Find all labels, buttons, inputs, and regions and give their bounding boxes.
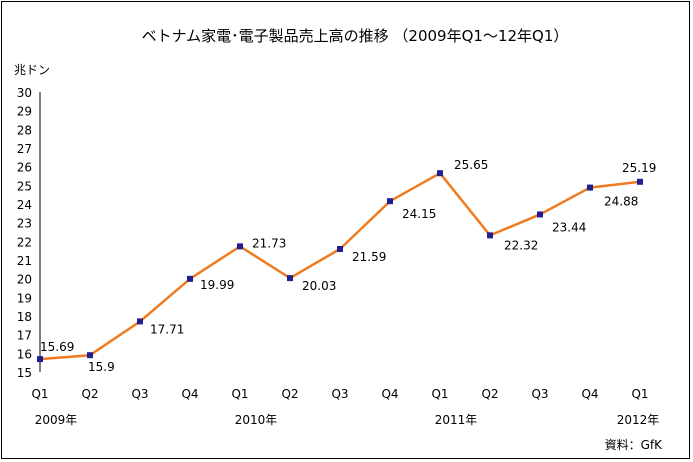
x-tick-label: Q4: [581, 387, 598, 401]
data-label: 22.32: [504, 238, 538, 252]
y-tick-label: 20: [17, 273, 32, 287]
x-tick-label: Q1: [31, 387, 48, 401]
data-point-marker: [537, 211, 543, 218]
data-point-marker: [637, 178, 643, 185]
x-tick-label: Q4: [181, 387, 198, 401]
y-tick-label: 21: [17, 254, 32, 268]
x-tick-label: Q3: [531, 387, 548, 401]
source-note: 資料：GfK: [605, 438, 664, 452]
year-label: 2012年: [617, 413, 660, 427]
x-tick-labels: Q1 Q2 Q3 Q4 Q1 Q2 Q3 Q4 Q1 Q2 Q3 Q4 Q1: [31, 387, 648, 401]
y-tick-labels: 15 16 17 18 19 20 21 22 23 24 25 26 27 28 29 30: [17, 86, 32, 380]
y-tick-label: 28: [17, 123, 32, 137]
y-tick-label: 25: [17, 179, 32, 193]
x-tick-label: Q1: [231, 387, 248, 401]
y-tick-label: 19: [17, 291, 32, 305]
data-point-marker: [337, 245, 343, 252]
data-label: 24.88: [604, 195, 638, 209]
data-label: 24.15: [402, 207, 436, 221]
x-tick-label: Q3: [131, 387, 148, 401]
data-point-marker: [187, 275, 193, 282]
x-tick-label: Q2: [81, 387, 98, 401]
x-tick-label: Q2: [281, 387, 298, 401]
data-point-marker: [37, 356, 43, 363]
data-point-marker: [387, 198, 393, 205]
data-label: 25.65: [454, 158, 488, 172]
year-label: 2010年: [235, 413, 278, 427]
y-tick-label: 16: [17, 347, 32, 361]
data-label: 21.73: [252, 236, 286, 250]
data-label: 15.69: [40, 340, 74, 354]
year-label: 2011年: [435, 413, 478, 427]
y-tick-label: 17: [17, 329, 32, 343]
data-label: 19.99: [200, 278, 234, 292]
x-tick-label: Q2: [481, 387, 498, 401]
y-tick-label: 22: [17, 235, 32, 249]
series-line: [39, 171, 641, 361]
data-label: 15.9: [88, 360, 115, 374]
y-tick-label: 23: [17, 217, 32, 231]
x-tick-label: Q1: [431, 387, 448, 401]
data-point-marker: [437, 170, 443, 177]
y-tick-label: 27: [17, 142, 32, 156]
data-point-marker: [137, 318, 143, 325]
data-point-marker: [587, 184, 593, 191]
y-tick-label: 30: [17, 86, 32, 100]
data-label: 17.71: [150, 322, 184, 336]
y-tick-label: 29: [17, 105, 32, 119]
year-labels: 2009年 2010年 2011年 2012年: [35, 413, 660, 427]
chart-title: ベトナム家電･電子製品売上高の推移 （2009年Q1～12年Q1）: [142, 27, 569, 45]
series-layer: [39, 171, 641, 361]
data-labels: 15.69 15.9 17.71 19.99 21.73 20.03 21.59 24.15 2…: [40, 158, 656, 374]
data-point-marker: [487, 232, 493, 239]
data-points: [37, 170, 643, 363]
x-tick-label: Q4: [381, 387, 398, 401]
year-label: 2009年: [35, 413, 78, 427]
data-point-marker: [287, 275, 293, 282]
x-tick-label: Q1: [631, 387, 648, 401]
y-tick-label: 26: [17, 161, 32, 175]
y-tick-label: 18: [17, 310, 32, 324]
y-tick-label: 15: [17, 366, 32, 380]
y-axis-unit-label: 兆ドン: [14, 63, 50, 77]
y-tick-label: 24: [17, 198, 32, 212]
data-label: 21.59: [352, 250, 386, 264]
data-label: 25.19: [622, 161, 656, 175]
data-point-marker: [87, 352, 93, 359]
x-tick-label: Q3: [331, 387, 348, 401]
data-point-marker: [237, 243, 243, 250]
data-label: 23.44: [552, 220, 586, 234]
data-label: 20.03: [302, 279, 336, 293]
